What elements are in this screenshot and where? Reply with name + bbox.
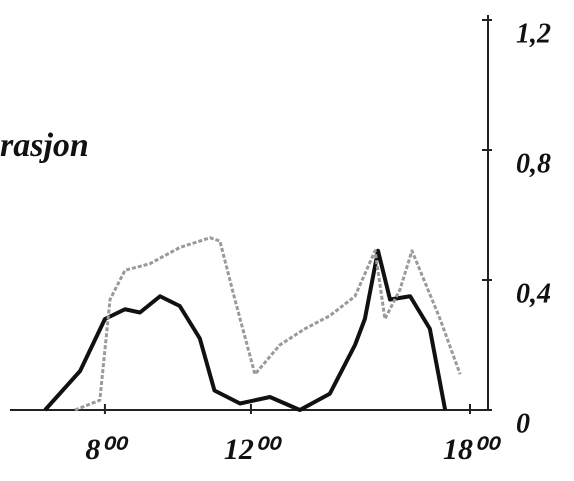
y-tick-label: 1,2	[516, 18, 551, 49]
y-tick-label: 0	[516, 408, 530, 439]
x-tick-label: 18⁰⁰	[443, 433, 502, 466]
x-tick-label: 12⁰⁰	[224, 433, 283, 466]
x-tick-label: 8⁰⁰	[85, 433, 129, 466]
chart-title: rasjon	[0, 127, 89, 164]
y-tick-label: 0,8	[516, 148, 551, 179]
y-tick-label: 0,4	[516, 278, 551, 309]
data-line	[43, 248, 448, 412]
data-line	[74, 236, 462, 412]
